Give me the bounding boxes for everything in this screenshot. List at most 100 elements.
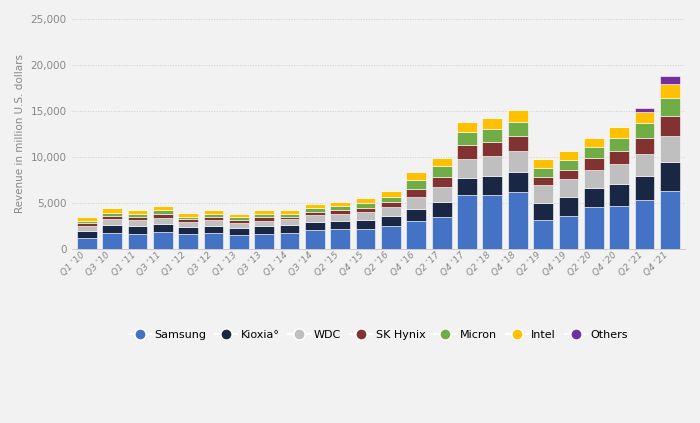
Bar <box>584 188 603 207</box>
Bar <box>533 185 553 203</box>
Bar <box>280 210 300 214</box>
Bar <box>102 220 122 225</box>
Bar <box>178 222 198 227</box>
Bar <box>660 136 680 162</box>
Bar <box>635 138 654 154</box>
Bar <box>280 220 300 225</box>
Bar <box>254 217 274 221</box>
Bar <box>127 220 147 226</box>
Bar <box>432 177 452 187</box>
Bar <box>280 217 300 220</box>
Bar <box>584 207 603 249</box>
Bar <box>559 197 578 216</box>
Bar <box>254 214 274 217</box>
Bar <box>407 173 426 180</box>
Bar <box>584 158 603 170</box>
Bar <box>407 221 426 249</box>
Bar <box>330 210 350 214</box>
Bar <box>457 132 477 145</box>
Bar <box>584 170 603 188</box>
Bar <box>77 238 97 249</box>
Bar <box>559 151 578 160</box>
Bar <box>457 195 477 249</box>
Bar <box>432 187 452 202</box>
Bar <box>533 220 553 249</box>
Bar <box>229 228 248 234</box>
Bar <box>584 147 603 158</box>
Bar <box>178 217 198 220</box>
Bar <box>254 226 274 233</box>
Bar <box>204 226 223 233</box>
Bar <box>102 208 122 213</box>
Bar <box>127 226 147 233</box>
Bar <box>77 217 97 221</box>
Bar <box>457 122 477 132</box>
Bar <box>609 184 629 206</box>
Bar <box>533 177 553 185</box>
Bar <box>127 233 147 249</box>
Legend: Samsung, Kioxia°, WDC, SK Hynix, Micron, Intel, Others: Samsung, Kioxia°, WDC, SK Hynix, Micron,… <box>124 326 633 344</box>
Bar <box>127 210 147 214</box>
Bar <box>254 210 274 214</box>
Bar <box>609 164 629 184</box>
Bar <box>204 233 223 249</box>
Bar <box>229 217 248 220</box>
Bar <box>305 231 325 249</box>
Y-axis label: Revenue in million U.S. dollars: Revenue in million U.S. dollars <box>15 55 25 213</box>
Bar <box>178 220 198 222</box>
Bar <box>432 167 452 177</box>
Bar <box>305 215 325 222</box>
Bar <box>356 198 375 203</box>
Bar <box>609 127 629 137</box>
Bar <box>102 216 122 220</box>
Bar <box>381 191 401 197</box>
Bar <box>204 217 223 220</box>
Bar <box>508 122 528 136</box>
Bar <box>533 203 553 220</box>
Bar <box>482 129 502 142</box>
Bar <box>432 217 452 249</box>
Bar <box>559 160 578 170</box>
Bar <box>229 222 248 228</box>
Bar <box>407 197 426 209</box>
Bar <box>229 214 248 217</box>
Bar <box>660 77 680 84</box>
Bar <box>635 200 654 249</box>
Bar <box>508 136 528 151</box>
Bar <box>254 233 274 249</box>
Bar <box>635 108 654 112</box>
Bar <box>407 209 426 221</box>
Bar <box>330 206 350 210</box>
Bar <box>635 154 654 176</box>
Bar <box>508 110 528 122</box>
Bar <box>660 191 680 249</box>
Bar <box>153 232 173 249</box>
Bar <box>178 234 198 249</box>
Bar <box>356 228 375 249</box>
Bar <box>153 206 173 210</box>
Bar <box>482 195 502 249</box>
Bar <box>609 151 629 164</box>
Bar <box>305 222 325 231</box>
Bar <box>178 227 198 234</box>
Bar <box>457 159 477 178</box>
Bar <box>153 210 173 214</box>
Bar <box>381 202 401 207</box>
Bar <box>204 214 223 217</box>
Bar <box>229 234 248 249</box>
Bar <box>153 217 173 224</box>
Bar <box>102 213 122 216</box>
Bar <box>533 168 553 177</box>
Bar <box>407 189 426 197</box>
Bar <box>559 216 578 249</box>
Bar <box>660 98 680 116</box>
Bar <box>381 197 401 202</box>
Bar <box>482 142 502 156</box>
Bar <box>356 203 375 208</box>
Bar <box>660 84 680 98</box>
Bar <box>178 213 198 217</box>
Bar <box>204 210 223 214</box>
Bar <box>635 112 654 123</box>
Bar <box>330 221 350 229</box>
Bar <box>280 214 300 217</box>
